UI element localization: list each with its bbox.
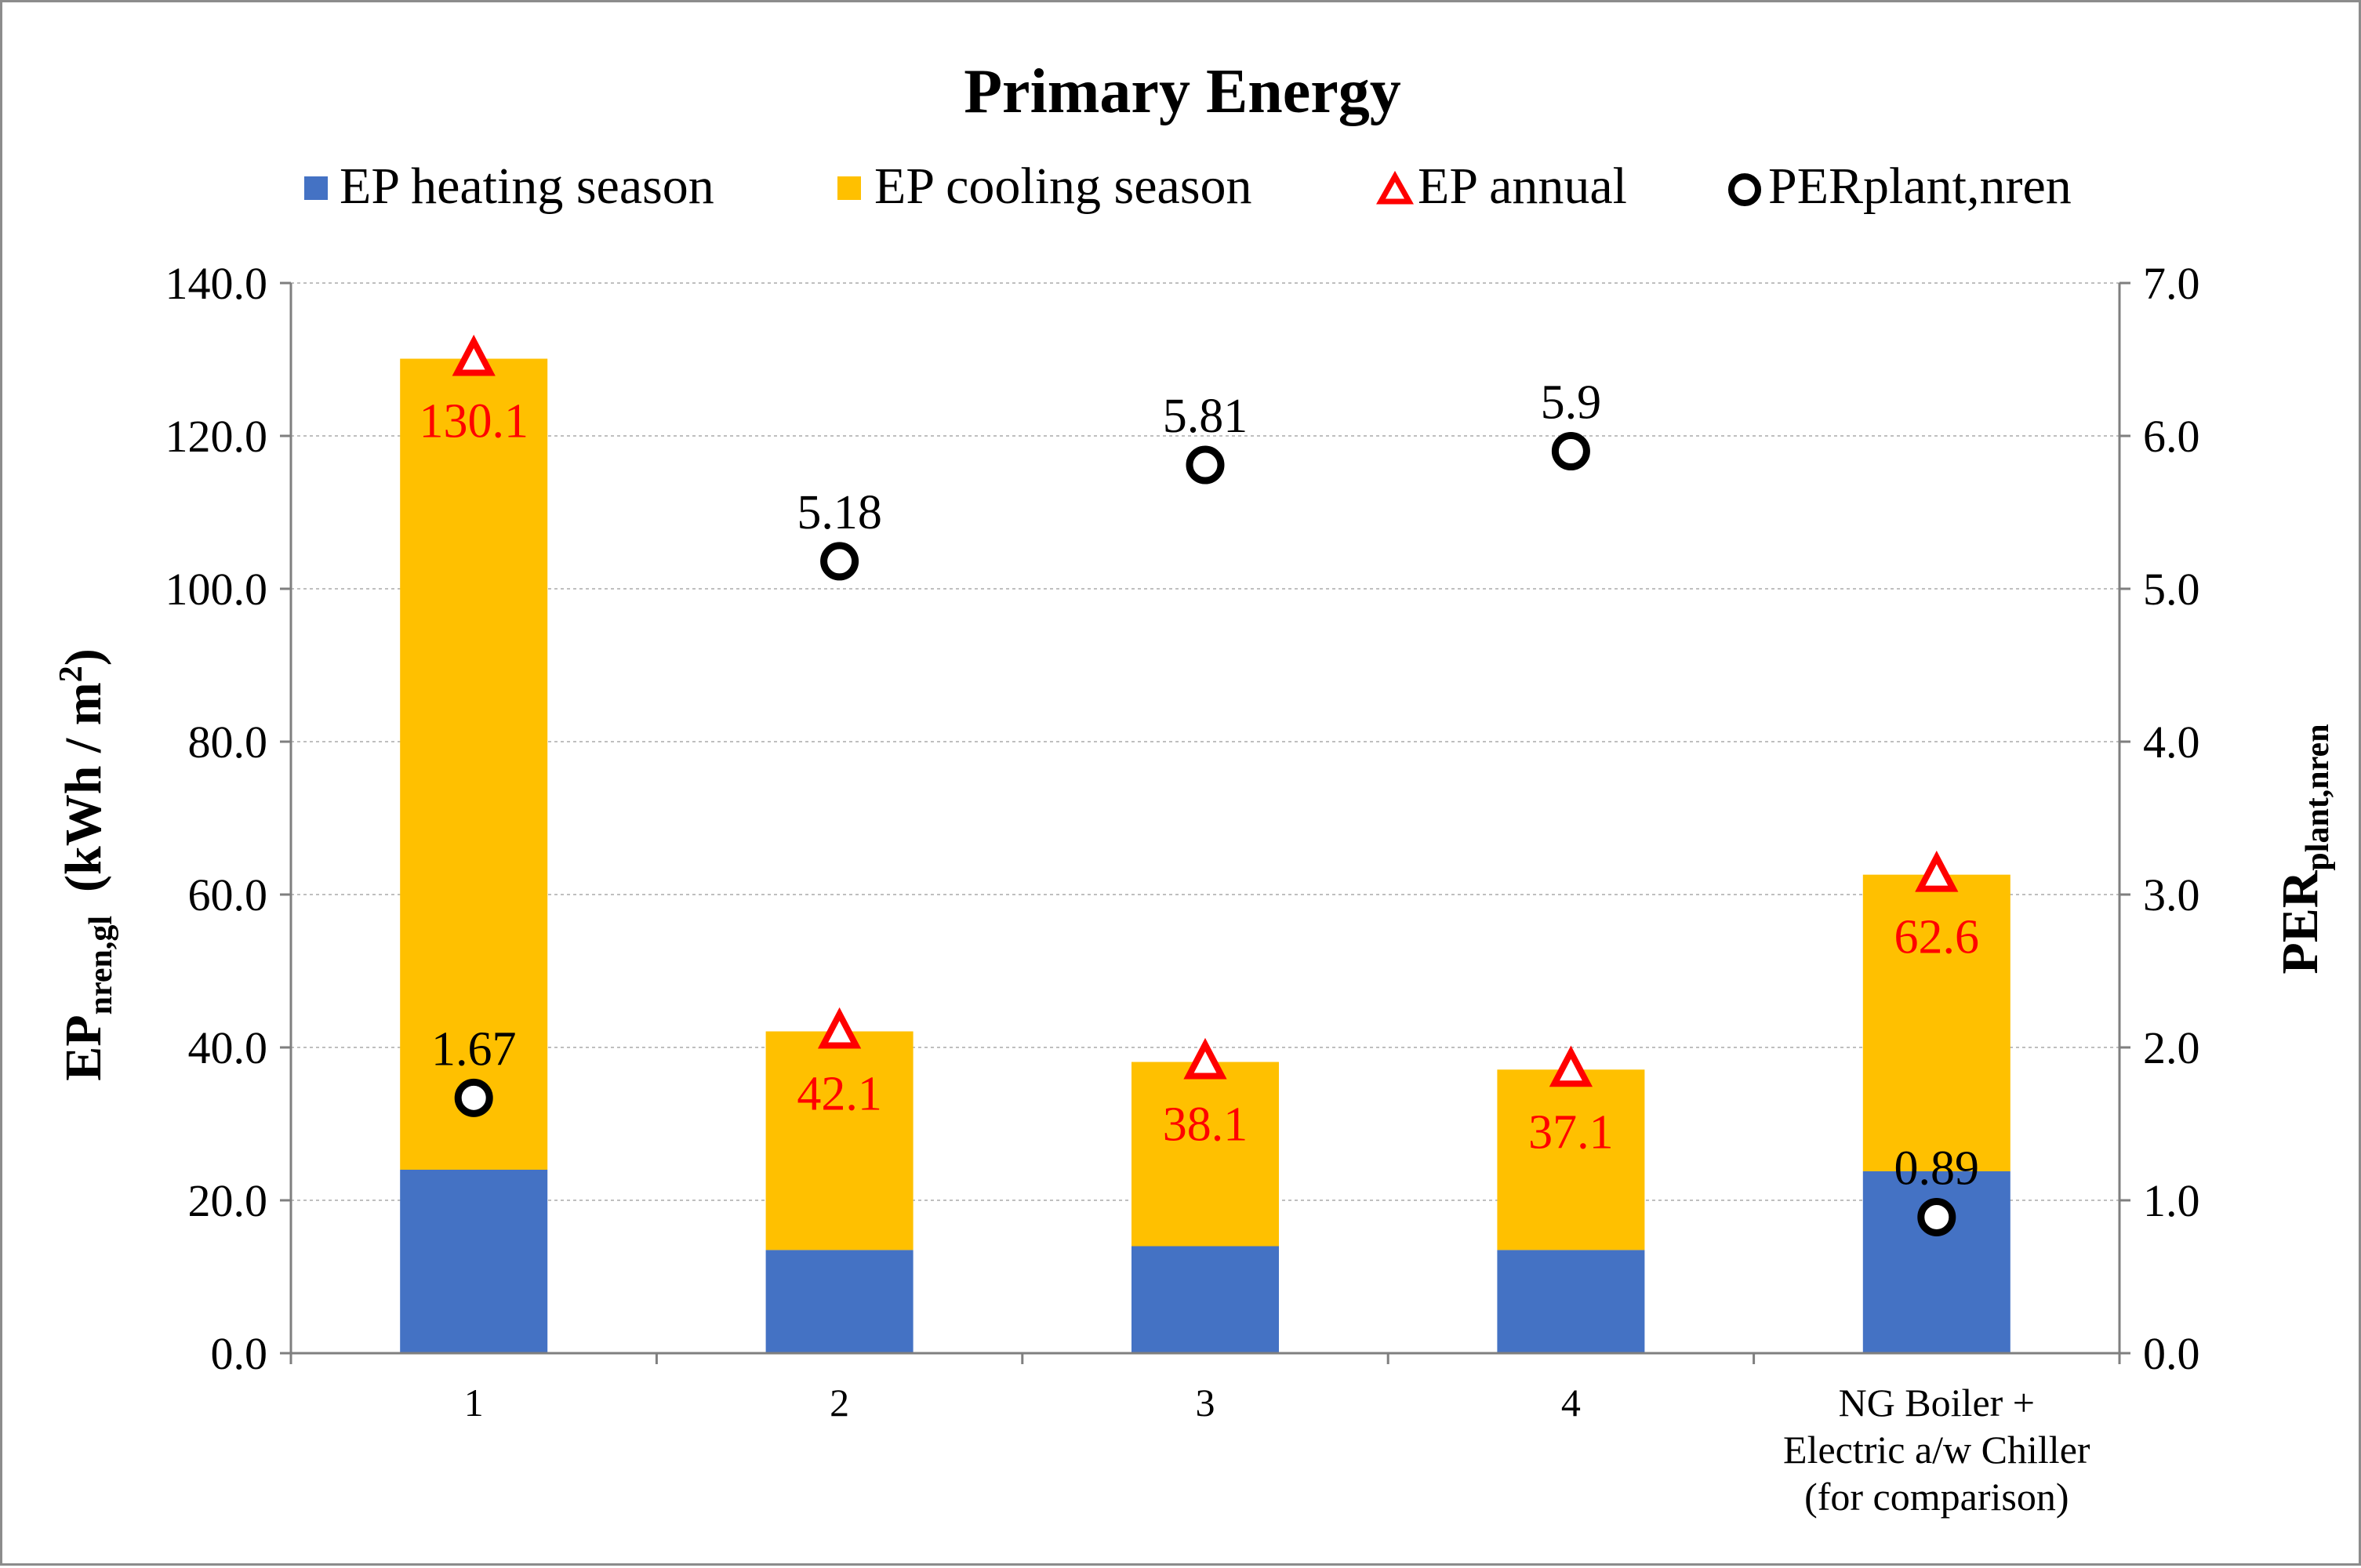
left-tick-label: 80.0: [188, 717, 268, 768]
bar-cooling[interactable]: [400, 358, 548, 1170]
axes: [289, 283, 2121, 1364]
left-tick-label: 20.0: [188, 1175, 268, 1226]
left-tick-label: 60.0: [188, 869, 268, 920]
category-label: 3: [1196, 1381, 1215, 1425]
per-data-label: 5.18: [797, 486, 882, 539]
left-axis-title-sup: 2: [53, 666, 89, 682]
bar-heating[interactable]: [1131, 1246, 1279, 1354]
right-tick-label: 0.0: [2143, 1328, 2200, 1379]
right-tick-label: 2.0: [2143, 1022, 2200, 1073]
per-data-label: 5.9: [1541, 376, 1602, 430]
annual-data-label: 130.1: [419, 395, 529, 448]
category-label: NG Boiler + Electric a/w Chiller (for comp…: [1783, 1381, 2090, 1519]
left-tick-label: 100.0: [165, 564, 268, 615]
legend-swatch-cooling: [837, 176, 861, 200]
legend-label-cooling: EP cooling season: [874, 158, 1252, 215]
bar-cooling[interactable]: [765, 1031, 914, 1250]
per-data-label: 1.67: [431, 1022, 517, 1076]
per-circle-marker[interactable]: [820, 542, 859, 581]
left-axis-title-unit: (kWh / m: [55, 682, 112, 892]
right-tick-label: 3.0: [2143, 869, 2200, 920]
bar-cooling[interactable]: [1131, 1062, 1279, 1247]
per-data-label: 0.89: [1894, 1142, 1980, 1195]
legend-triangle-icon: [1376, 170, 1414, 205]
annual-triangle-marker[interactable]: [1183, 1037, 1227, 1080]
annual-triangle-marker[interactable]: [452, 334, 496, 376]
right-tick-label: 7.0: [2143, 258, 2200, 309]
left-tick-label: 40.0: [188, 1022, 268, 1073]
annual-triangle-marker[interactable]: [1549, 1045, 1593, 1087]
legend-label-per: PERplant,nren: [1768, 158, 2072, 215]
annual-data-label: 42.1: [797, 1068, 882, 1121]
legend-item-cooling[interactable]: EP cooling season: [837, 158, 1252, 215]
category-labels: 1 2 3 4 NG Boiler + Electric a/w Chiller (for …: [464, 1381, 2090, 1519]
legend-item-heating[interactable]: EP heating season: [304, 158, 714, 215]
annual-triangle-marker[interactable]: [817, 1007, 862, 1049]
markers: [452, 334, 1959, 1236]
bar-heating[interactable]: [765, 1250, 914, 1353]
left-axis-title: EPnren,gl (kWh / m2): [53, 648, 119, 1080]
category-label: 4: [1561, 1381, 1581, 1425]
legend: EP heating season EP cooling season EP a…: [304, 158, 2072, 215]
legend-item-per[interactable]: PERplant,nren: [1728, 158, 2072, 215]
per-circle-marker[interactable]: [1186, 445, 1225, 485]
right-axis-title: PERplant,nren: [2272, 724, 2336, 974]
per-circle-marker[interactable]: [454, 1078, 493, 1117]
annual-data-label: 38.1: [1163, 1098, 1248, 1152]
left-tick-label: 0.0: [211, 1328, 268, 1379]
bar-cooling[interactable]: [1497, 1069, 1645, 1250]
bar-cooling[interactable]: [1862, 874, 2010, 1171]
annual-data-label: 62.6: [1894, 911, 1980, 964]
legend-label-heating: EP heating season: [340, 158, 714, 215]
right-tick-label: 6.0: [2143, 411, 2200, 462]
bar-heating[interactable]: [400, 1170, 548, 1353]
chart-title: Primary Energy: [964, 57, 1401, 126]
right-tick-label: 5.0: [2143, 564, 2200, 615]
legend-item-annual[interactable]: EP annual: [1376, 158, 1627, 215]
left-tick-label: 120.0: [165, 411, 268, 462]
per-circle-marker[interactable]: [1551, 432, 1590, 470]
left-axis-ticks: 0.0 20.0 40.0 60.0 80.0 100.0 120.0 140.0: [165, 258, 291, 1379]
data-labels: 130.1 42.1 38.1 37.1 62.6 1.67 5.18 5.81 5.9 0.89: [419, 376, 1979, 1196]
legend-swatch-heating: [304, 176, 328, 200]
annual-triangle-marker[interactable]: [1915, 851, 1959, 892]
right-tick-label: 4.0: [2143, 717, 2200, 768]
left-axis-title-close: ): [55, 648, 112, 666]
bars: [400, 358, 2010, 1354]
left-axis-title-main: EP: [55, 1014, 112, 1080]
legend-circle-icon: [1728, 173, 1761, 206]
right-tick-label: 1.0: [2143, 1175, 2200, 1226]
legend-label-annual: EP annual: [1418, 158, 1627, 215]
right-axis-title-sub: plant,nren: [2300, 724, 2336, 870]
left-tick-label: 140.0: [165, 258, 268, 309]
per-circle-marker[interactable]: [1917, 1197, 1956, 1236]
annual-data-label: 37.1: [1528, 1105, 1614, 1159]
right-axis-ticks: 0.0 1.0 2.0 3.0 4.0 5.0 6.0 7.0: [2119, 258, 2200, 1379]
left-axis-title-sub: nren,gl: [83, 916, 119, 1014]
category-label: 2: [830, 1381, 849, 1425]
bar-heating[interactable]: [1497, 1250, 1645, 1353]
right-axis-title-main: PER: [2272, 869, 2329, 974]
per-data-label: 5.81: [1163, 390, 1248, 443]
category-label: 1: [464, 1381, 484, 1425]
